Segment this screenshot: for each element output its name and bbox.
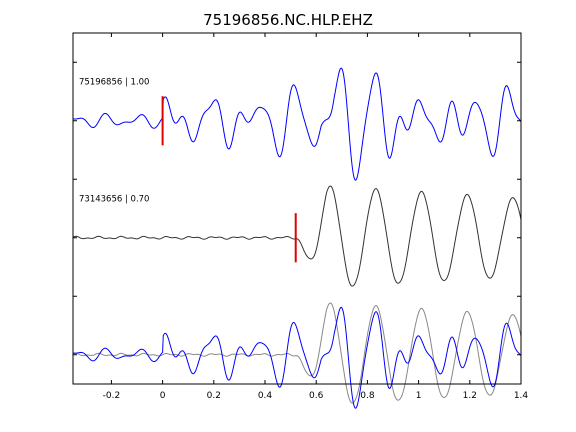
chart-title: 75196856.NC.HLP.EHZ xyxy=(203,11,373,29)
trace-label-1: 75196856 | 1.00 xyxy=(79,77,149,87)
x-tick-label: 0.6 xyxy=(309,391,324,401)
trace-2-line xyxy=(72,185,522,287)
x-tick-label: 0 xyxy=(160,391,166,401)
x-tick-label: 0.4 xyxy=(258,391,273,401)
x-tick-label: 1.4 xyxy=(514,391,529,401)
plot-area: 75196856 | 1.00 73143656 | 0.70 -0.2 0 0.2 0.… xyxy=(72,33,529,409)
x-tick-label: 1.2 xyxy=(463,391,477,401)
x-tick-label: 0.2 xyxy=(207,391,221,401)
x-tick-label: 0.8 xyxy=(360,391,375,401)
x-tick-label: 1 xyxy=(416,391,422,401)
axes-frame xyxy=(72,32,522,385)
x-tick-label: -0.2 xyxy=(103,391,121,401)
trace-1-line xyxy=(72,67,522,181)
trace-label-2: 73143656 | 0.70 xyxy=(79,194,149,204)
overlay-blue-line xyxy=(72,306,522,409)
